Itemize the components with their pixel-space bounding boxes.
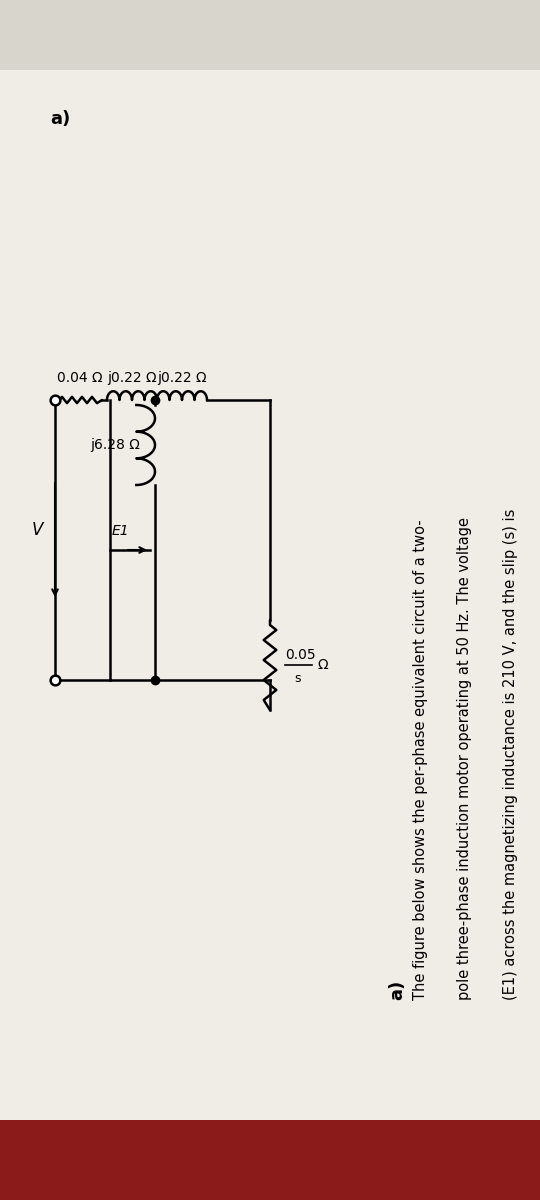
Text: The figure below shows the per-phase equivalent circuit of a two-: The figure below shows the per-phase equ…: [413, 520, 428, 1000]
Text: a): a): [388, 979, 407, 1000]
FancyBboxPatch shape: [0, 1120, 540, 1200]
Text: s: s: [295, 672, 301, 685]
Text: 0.04 Ω: 0.04 Ω: [57, 371, 102, 385]
Text: a): a): [50, 110, 70, 128]
Text: Ω: Ω: [318, 658, 329, 672]
Text: V: V: [31, 521, 43, 539]
Text: pole three-phase induction motor operating at 50 Hz. The voltage: pole three-phase induction motor operati…: [457, 517, 472, 1000]
Text: j6.28 Ω: j6.28 Ω: [90, 438, 140, 452]
FancyBboxPatch shape: [0, 70, 540, 1200]
Text: E1: E1: [111, 524, 129, 538]
Text: 0.05: 0.05: [285, 648, 315, 662]
Text: j0.22 Ω: j0.22 Ω: [157, 371, 207, 385]
Text: j0.22 Ω: j0.22 Ω: [107, 371, 157, 385]
Text: (E1) across the magnetizing inductance is 210 V, and the slip (s) is: (E1) across the magnetizing inductance i…: [503, 509, 517, 1000]
